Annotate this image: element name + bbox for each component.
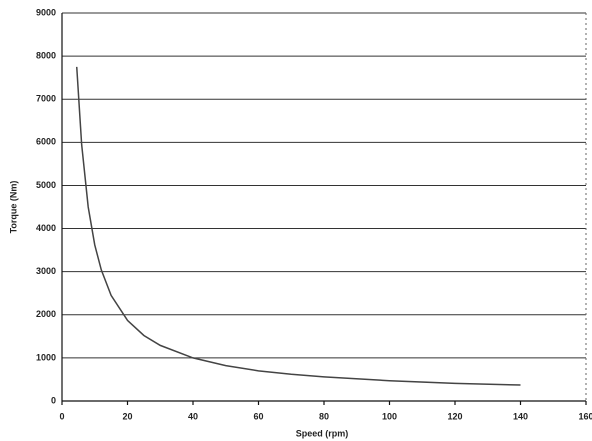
y-tick-label: 2000	[36, 309, 56, 319]
y-tick-label: 3000	[36, 266, 56, 276]
y-tick-label: 9000	[36, 7, 56, 17]
y-tick-label: 1000	[36, 352, 56, 362]
y-tick-label: 5000	[36, 180, 56, 190]
y-tick-label: 7000	[36, 94, 56, 104]
x-tick-label: 120	[447, 411, 462, 421]
chart: Speed (rpm) Torque (Nm) 0100020003000400…	[0, 0, 592, 441]
x-tick-label: 60	[253, 411, 263, 421]
y-tick-label: 8000	[36, 50, 56, 60]
x-tick-label: 100	[382, 411, 397, 421]
y-tick-label: 4000	[36, 223, 56, 233]
x-tick-label: 40	[188, 411, 198, 421]
x-tick-label: 20	[122, 411, 132, 421]
data-line	[77, 67, 521, 385]
x-axis-label: Speed (rpm)	[296, 428, 349, 438]
x-tick-label: 160	[578, 411, 592, 421]
y-axis-label: Torque (Nm)	[8, 181, 18, 234]
y-tick-label: 6000	[36, 137, 56, 147]
y-tick-label: 0	[51, 395, 56, 405]
x-tick-label: 140	[513, 411, 528, 421]
x-tick-label: 0	[59, 411, 64, 421]
x-tick-label: 80	[319, 411, 329, 421]
